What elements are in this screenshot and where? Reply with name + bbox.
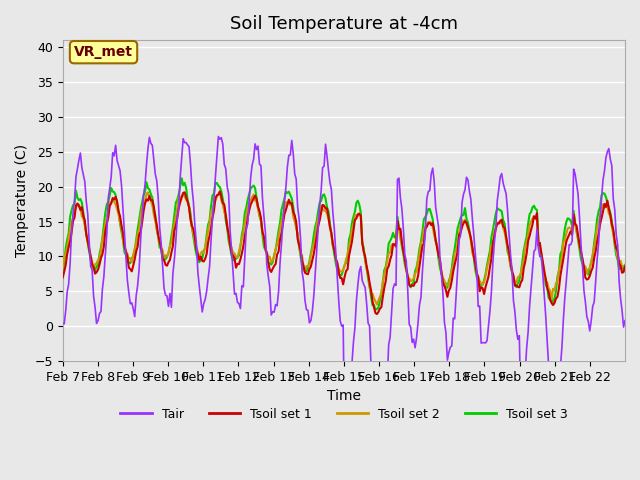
Title: Soil Temperature at -4cm: Soil Temperature at -4cm (230, 15, 458, 33)
Text: VR_met: VR_met (74, 45, 133, 59)
Legend: Tair, Tsoil set 1, Tsoil set 2, Tsoil set 3: Tair, Tsoil set 1, Tsoil set 2, Tsoil se… (115, 403, 573, 425)
X-axis label: Time: Time (327, 389, 361, 403)
Y-axis label: Temperature (C): Temperature (C) (15, 144, 29, 257)
